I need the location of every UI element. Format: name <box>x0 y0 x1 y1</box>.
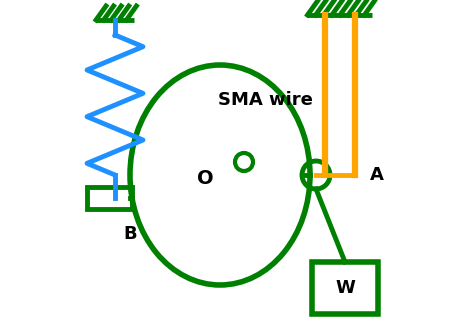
Text: W: W <box>335 279 355 297</box>
Bar <box>87 187 132 209</box>
Text: SMA wire: SMA wire <box>218 91 312 109</box>
Text: O: O <box>197 169 213 187</box>
Text: B: B <box>123 225 137 243</box>
Bar <box>312 262 378 314</box>
Text: A: A <box>370 166 384 184</box>
